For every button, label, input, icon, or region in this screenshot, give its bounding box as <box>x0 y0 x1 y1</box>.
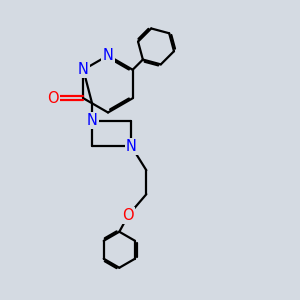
Text: O: O <box>47 91 59 106</box>
Text: N: N <box>103 48 113 63</box>
Text: N: N <box>126 139 137 154</box>
Text: O: O <box>122 208 134 223</box>
Text: N: N <box>78 62 89 77</box>
Text: N: N <box>87 113 98 128</box>
